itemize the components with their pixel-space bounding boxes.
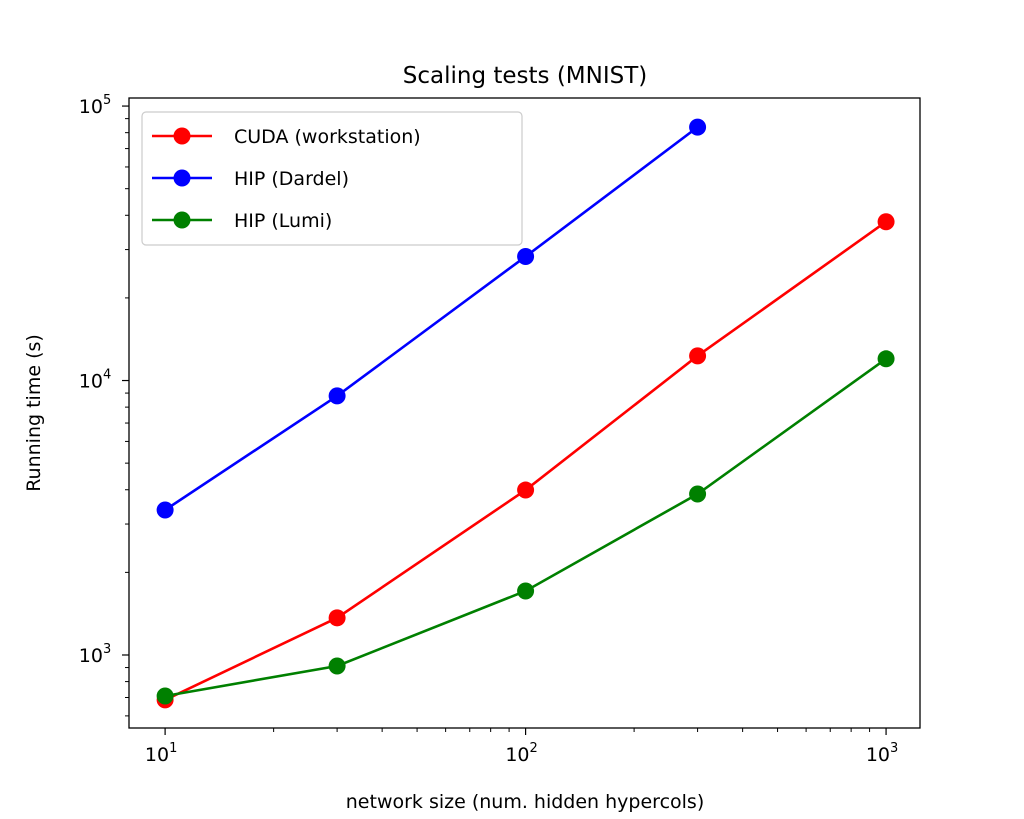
data-point — [517, 481, 535, 499]
legend-label: HIP (Dardel) — [234, 168, 349, 190]
plot-area: 101 102 103 103 104 105 CUDA (workstation) HIP … — [79, 93, 921, 766]
data-point — [517, 582, 535, 600]
data-point — [689, 347, 707, 365]
legend-marker — [173, 211, 191, 229]
series-line — [164, 126, 699, 512]
legend-marker — [173, 169, 191, 187]
data-point — [877, 350, 895, 368]
legend-label: HIP (Lumi) — [234, 210, 332, 232]
data-point — [328, 387, 346, 405]
data-point — [328, 657, 346, 675]
chart-title: Scaling tests (MNIST) — [403, 63, 648, 89]
y-tick-label: 103 — [79, 642, 111, 667]
data-point — [156, 687, 174, 705]
x-tick-label: 101 — [145, 741, 177, 766]
y-tick-label: 104 — [79, 368, 111, 393]
data-point — [689, 485, 707, 503]
data-point — [328, 609, 346, 627]
x-tick-label: 102 — [505, 741, 537, 766]
series-line — [164, 220, 887, 702]
legend-label: CUDA (workstation) — [234, 126, 421, 148]
data-point — [689, 118, 707, 136]
data-point — [877, 213, 895, 231]
x-tick-label: 103 — [866, 741, 898, 766]
x-axis-label: network size (num. hidden hypercols) — [346, 791, 704, 813]
y-tick-label: 105 — [79, 93, 111, 118]
series-line — [164, 357, 887, 698]
axes-frame — [128, 97, 921, 729]
legend: CUDA (workstation) HIP (Dardel) HIP (Lumi) — [141, 111, 523, 246]
data-point — [156, 501, 174, 519]
legend-marker — [173, 127, 191, 145]
legend-box — [141, 111, 523, 246]
y-axis-label: Running time (s) — [23, 334, 45, 492]
data-point — [517, 248, 535, 266]
